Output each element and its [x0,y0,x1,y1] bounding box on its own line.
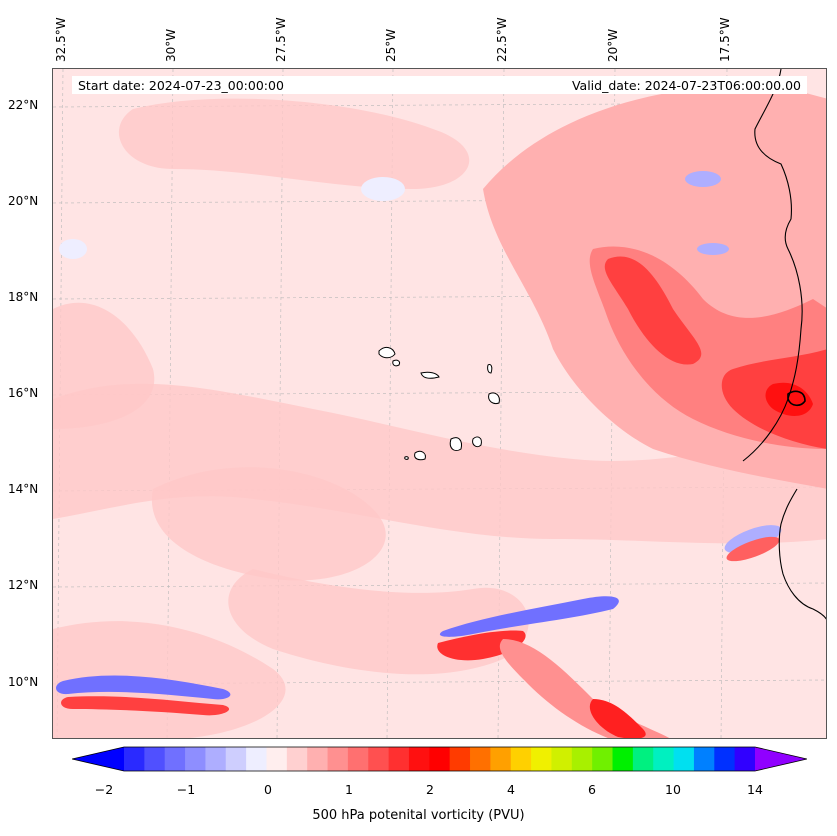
longitude-label: 17.5°W [718,17,732,62]
colorbar-segment [510,747,532,771]
meridian-line [720,69,728,738]
colorbar-extend-min [72,747,124,771]
colorbar-segment [266,747,288,771]
colorbar-segment [286,747,308,771]
colorbar-extend-max [755,747,807,771]
colorbar-tick-label: 4 [507,782,515,797]
colorbar-segment [592,747,614,771]
longitude-label: 32.5°W [54,17,68,62]
field-light-blue-patch [361,177,405,201]
latitude-label: 20°N [8,194,39,208]
colorbar-segment [388,747,410,771]
colorbar-segment [347,747,369,771]
colorbar-segment [470,747,491,771]
colorbar-segment [144,747,166,771]
longitude-label: 22.5°W [495,17,509,62]
colorbar-segment [449,747,471,771]
field-red-patch [726,536,780,562]
map-panel [52,68,827,739]
field-light-red-patch [118,98,470,189]
colorbar-outline [72,746,807,772]
vorticity-field [53,69,826,738]
longitude-label: 20°W [606,28,620,62]
colorbar-segment [429,747,451,771]
colorbar-segment [612,747,634,771]
field-deep-red-coast [765,382,813,416]
longitude-label: 27.5°W [274,17,288,62]
meridian-line [608,69,616,738]
field-light-blue-patch [697,243,729,255]
field-blue-band-west [56,675,231,700]
colorbar-segment [531,747,552,771]
colorbar-segment [693,747,715,771]
field-strong-red-south [589,699,646,738]
field-light-blue-patch [724,525,782,553]
field-light-blue-patch [685,171,721,187]
field-light-blue-patch [59,239,87,259]
latitude-label: 10°N [8,675,39,689]
field-red-streak-south [499,639,670,738]
colorbar-segment [551,747,573,771]
colorbar-segment [734,747,756,771]
latitude-label: 16°N [8,386,39,400]
longitude-label: 25°W [384,28,398,62]
colorbar-segment [185,747,206,771]
colorbar-segment [225,747,247,771]
field-blue-band-central [439,596,619,637]
colorbar-segment [632,747,654,771]
colorbar [72,746,807,772]
coastline [742,69,826,620]
colorbar-tick-label: 1 [345,782,353,797]
longitude-label: 30°W [164,28,178,62]
colorbar-tick-label: −1 [176,782,196,797]
colorbar-segment [408,747,430,771]
colorbar-segment [653,747,675,771]
field-light-red-band [53,383,826,544]
colorbar-segment [205,747,227,771]
colorbar-segment [673,747,695,771]
colorbar-segment [368,747,390,771]
field-light-red-patch [151,467,386,581]
latitude-label: 12°N [8,578,39,592]
gambia-outline [787,390,806,407]
latitude-label: 22°N [8,98,39,112]
colorbar-tick-label: 2 [426,782,434,797]
latitude-label: 14°N [8,482,39,496]
start-date-text: Start date: 2024-07-23_00:00:00 [78,78,284,93]
parallel-line [53,582,826,588]
colorbar-tick-label: 6 [588,782,596,797]
colorbar-segment [124,747,145,771]
colorbar-tick-label: 10 [665,782,681,797]
latitude-label: 18°N [8,290,39,304]
colorbar-segment [327,747,349,771]
field-strong-red-streak [604,256,702,365]
colorbar-tick-label: 14 [747,782,763,797]
colorbar-segment [246,747,267,771]
field-light-red-patch [53,302,155,429]
date-header: Start date: 2024-07-23_00:00:00 Valid_da… [72,76,807,94]
colorbar-segment [164,747,186,771]
valid-date-text: Valid_date: 2024-07-23T06:00:00.00 [571,78,801,93]
cabo-verde-islands [378,346,500,461]
colorbar-segment [714,747,736,771]
colorbar-tick-label: −2 [94,782,114,797]
colorbar-tick-label: 0 [264,782,272,797]
colorbar-segment [571,747,593,771]
field-red-band-west [61,696,230,716]
colorbar-segment [490,747,512,771]
colorbar-segment [307,747,329,771]
colorbar-label: 500 hPa potenital vorticity (PVU) [312,808,525,823]
